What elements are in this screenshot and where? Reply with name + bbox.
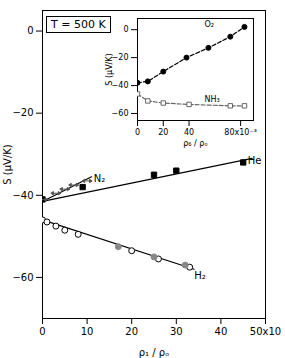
svg-text:0: 0: [27, 25, 33, 36]
svg-text:20: 20: [125, 326, 138, 337]
svg-text:N₂: N₂: [94, 173, 106, 184]
svg-text:0: 0: [39, 326, 45, 337]
svg-text:S (μV/K): S (μV/K): [105, 53, 114, 85]
html-text:T = 500 K: T = 500 K: [51, 18, 106, 31]
svg-text:O₂: O₂: [205, 20, 215, 29]
svg-text:40: 40: [184, 128, 194, 137]
svg-text:ρ₁ / ρₒ: ρ₁ / ρₒ: [139, 347, 170, 358]
svg-text:20: 20: [158, 128, 168, 137]
svg-text:40: 40: [215, 326, 228, 337]
svg-text:10: 10: [81, 326, 94, 337]
svg-text:−60: −60: [112, 109, 129, 118]
svg-text:−40: −40: [12, 190, 33, 201]
svg-text:30: 30: [170, 326, 183, 337]
svg-text:0: 0: [123, 25, 128, 34]
svg-text:−20: −20: [12, 107, 33, 118]
svg-text:ρ₆ / ρₒ: ρ₆ / ρₒ: [183, 139, 207, 148]
svg-text:−20: −20: [111, 53, 129, 63]
svg-text:0: 0: [135, 128, 140, 137]
svg-text:50x10: 50x10: [250, 326, 281, 337]
svg-text:NH₃: NH₃: [205, 95, 220, 104]
svg-text:−40: −40: [111, 81, 129, 91]
svg-text:80x10⁻³: 80x10⁻³: [224, 128, 257, 137]
svg-text:H₂: H₂: [194, 270, 206, 281]
svg-text:S (μV/K): S (μV/K): [2, 144, 13, 185]
svg-text:He: He: [248, 155, 262, 166]
svg-text:−60: −60: [12, 272, 33, 283]
